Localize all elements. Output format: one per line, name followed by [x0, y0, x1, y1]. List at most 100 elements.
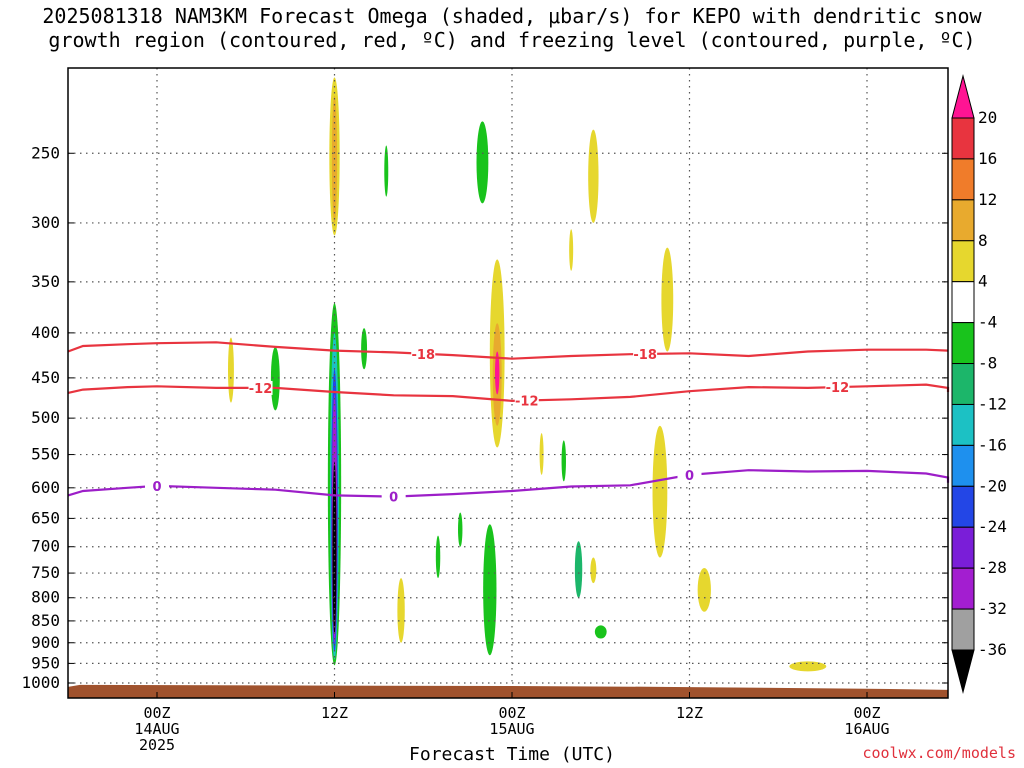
colorbar-label-1: 16: [978, 149, 997, 168]
colorbar-label-11: -28: [978, 558, 1007, 577]
contour-label-2-2: 0: [685, 469, 694, 484]
contour-line-1: [67, 383, 950, 403]
colorbar-swatch-0: [951, 117, 975, 160]
colorbar-swatch-11: [951, 567, 975, 610]
y-tick-label-750: 750: [31, 563, 60, 582]
x-tick-label-48-0: 00Z: [853, 704, 880, 722]
x-tick-label-12-0: 12Z: [321, 704, 348, 722]
contour-label-bg-2-1: [381, 489, 406, 504]
contour-label-0-1: -18: [633, 348, 657, 363]
y-tick-label-900: 900: [31, 633, 60, 652]
contours: -18 -18 -12 -12 -12 0 0 0: [67, 341, 950, 506]
y-tick-label-500: 500: [31, 408, 60, 427]
omega-blob-21: [561, 440, 566, 482]
y-tick-label-600: 600: [31, 478, 60, 497]
omega-blob-11: [476, 121, 489, 204]
contour-label-0-0: -18: [412, 348, 436, 363]
contour-label-bg-1-1: [514, 393, 539, 408]
colorbar-swatch-1: [951, 158, 975, 201]
omega-blob-22: [539, 433, 544, 475]
axes: 250 300 350 400 450 500 550 600 650 700 750 800 850 9…: [21, 67, 949, 754]
x-tick-label-24-0: 00Z: [498, 704, 525, 722]
omega-blob-10: [483, 524, 497, 656]
omega-blob-17: [588, 129, 599, 223]
colorbar-swatch-7: [951, 403, 975, 446]
contour-label-2-0: 0: [152, 480, 161, 495]
colorbar-label-7: -12: [978, 394, 1007, 413]
omega-blob-13: [228, 337, 234, 403]
ground-terrain: [68, 684, 948, 698]
contour-label-bg-1-2: [825, 380, 850, 395]
x-axis-title: Forecast Time (UTC): [409, 744, 615, 765]
contour-label-bg-2-2: [677, 467, 702, 482]
omega-blob-25: [594, 625, 607, 639]
contour-label-bg-0-1: [633, 347, 658, 362]
contour-line-0: [67, 341, 949, 360]
contour-label-1-1: -12: [515, 395, 539, 410]
colorbar-swatch-9: [951, 485, 975, 528]
omega-blob-4: [332, 461, 337, 635]
contour-label-1-0: -12: [249, 382, 273, 397]
colorbar-label-5: -4: [978, 313, 997, 332]
chart-title: 2025081318 NAM3KM Forecast Omega (shaded…: [0, 4, 1024, 52]
omega-blob-20: [652, 425, 668, 558]
omega-blob-15: [384, 145, 389, 197]
y-tick-label-450: 450: [31, 368, 60, 387]
colorbar-label-8: -16: [978, 435, 1007, 454]
x-tick-label-36-0: 12Z: [676, 704, 703, 722]
chart-title-line2: growth region (contoured, red, ºC) and f…: [48, 28, 976, 52]
x-tick-label-0-0: 00Z: [143, 704, 170, 722]
y-tick-label-800: 800: [31, 588, 60, 607]
colorbar-swatch-2: [951, 199, 975, 242]
x-tick-label-24-1: 15AUG: [489, 720, 534, 738]
omega-blob-12: [270, 346, 280, 411]
y-tick-label-1000: 1000: [21, 673, 60, 692]
colorbar-cap-top: [951, 74, 975, 119]
y-tick-label-250: 250: [31, 143, 60, 162]
chart-title-line1: 2025081318 NAM3KM Forecast Omega (shaded…: [42, 4, 982, 28]
y-tick-label-400: 400: [31, 323, 60, 342]
omega-blob-14: [397, 578, 405, 643]
colorbar-swatch-6: [951, 363, 975, 405]
omega-blob-18: [569, 229, 574, 271]
colorbar-label-4: 4: [978, 272, 988, 291]
terrain-ground: [68, 684, 948, 698]
colorbar-label-9: -20: [978, 476, 1007, 495]
contour-label-bg-1-0: [248, 380, 273, 395]
y-tick-label-300: 300: [31, 213, 60, 232]
colorbar-label-13: -36: [978, 640, 1007, 659]
contour-label-bg-2-0: [145, 478, 169, 493]
y-tick-label-700: 700: [31, 537, 60, 556]
colorbar-label-12: -32: [978, 599, 1007, 618]
colorbar-swatch-8: [951, 444, 975, 487]
omega-blob-28: [458, 512, 463, 547]
contour-label-2-1: 0: [389, 491, 398, 506]
y-tick-label-950: 950: [31, 653, 60, 672]
colorbar-cap-bottom: [951, 649, 975, 694]
contour-label-bg-0-0: [411, 346, 436, 361]
omega-blob-9: [494, 351, 500, 395]
colorbar-swatch-12: [951, 608, 975, 651]
grid: [68, 68, 948, 698]
colorbar-swatch-4: [951, 281, 975, 324]
omega-blob-24: [590, 557, 597, 584]
colorbar-label-10: -24: [978, 517, 1007, 536]
y-tick-label-550: 550: [31, 445, 60, 464]
colorbar-swatch-5: [951, 322, 975, 365]
omega-blob-27: [789, 661, 827, 672]
x-tick-label-48-1: 16AUG: [844, 720, 889, 738]
omega-blob-19: [661, 247, 674, 352]
x-tick-label-0-2: 2025: [139, 736, 175, 754]
omega-blob-29: [435, 535, 441, 579]
omega-blob-23: [574, 541, 583, 598]
colorbar: 20 16 12 8 4 -4 -8 -12 -16 -20 -24 -28 -32 -36: [951, 74, 1007, 694]
colorbar-swatch-3: [951, 240, 975, 283]
contour-label-1-2: -12: [826, 381, 850, 396]
y-tick-label-850: 850: [31, 611, 60, 630]
credit-link[interactable]: coolwx.com/models: [862, 744, 1016, 762]
omega-blob-16: [361, 328, 368, 370]
x-tick-label-0-1: 14AUG: [134, 720, 179, 738]
plot-background: [68, 68, 948, 698]
y-tick-label-350: 350: [31, 272, 60, 291]
